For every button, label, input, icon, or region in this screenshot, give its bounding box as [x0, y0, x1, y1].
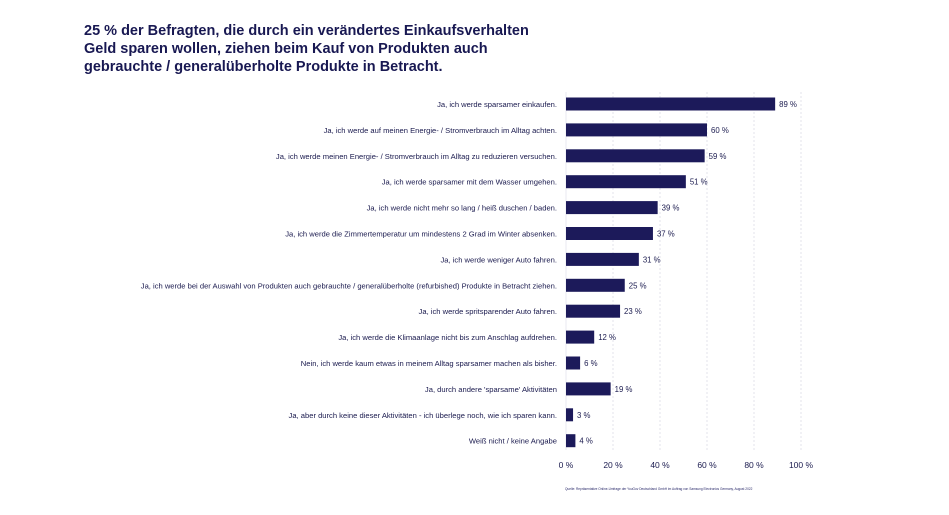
value-label: 60 %: [711, 126, 729, 135]
category-label: Ja, ich werde die Klimaanlage nicht bis …: [338, 333, 557, 342]
bar: [566, 175, 686, 189]
category-label: Ja, ich werde auf meinen Energie- / Stro…: [324, 126, 557, 135]
x-tick-label: 60 %: [697, 460, 717, 470]
value-label: 19 %: [615, 385, 633, 394]
value-label: 4 %: [579, 437, 593, 446]
category-label: Ja, ich werde spritsparender Auto fahren…: [419, 307, 557, 316]
x-tick-label: 40 %: [650, 460, 670, 470]
value-label: 89 %: [779, 100, 797, 109]
category-label: Nein, ich werde kaum etwas in meinem All…: [301, 359, 557, 368]
value-label: 59 %: [709, 152, 727, 161]
bar: [566, 201, 658, 215]
category-label: Ja, durch andere 'sparsame' Aktivitäten: [425, 385, 557, 394]
value-label: 25 %: [629, 281, 647, 290]
x-tick-label: 20 %: [603, 460, 623, 470]
value-label: 31 %: [643, 255, 661, 264]
value-label: 23 %: [624, 307, 642, 316]
value-label: 39 %: [662, 204, 680, 213]
bar: [566, 123, 707, 137]
value-label: 6 %: [584, 359, 598, 368]
category-label: Ja, ich werde nicht mehr so lang / heiß …: [367, 204, 557, 213]
x-tick-label: 100 %: [789, 460, 814, 470]
bar: [566, 227, 653, 240]
category-label: Ja, ich werde bei der Auswahl von Produk…: [141, 281, 557, 290]
x-axis-ticks: 0 % 20 % 40 % 60 % 80 % 100 %: [559, 460, 814, 470]
bar: [566, 304, 621, 318]
category-labels: Ja, ich werde sparsamer einkaufen. Ja, ic…: [141, 100, 557, 446]
chart-title: 25 % der Befragten, die durch ein veränd…: [84, 23, 529, 75]
bar: [566, 252, 639, 266]
x-tick-label: 80 %: [744, 460, 764, 470]
category-label: Ja, ich werde sparsamer einkaufen.: [437, 100, 557, 109]
category-label: Ja, ich werde meinen Energie- / Stromver…: [276, 152, 557, 161]
value-label: 12 %: [598, 333, 616, 342]
source-note: Quelle: Repräsentative Online-Umfrage de…: [565, 487, 753, 491]
bar: [566, 330, 595, 344]
bar: [566, 278, 625, 292]
bar: [566, 408, 574, 422]
bar: [566, 434, 576, 448]
value-label: 37 %: [657, 230, 675, 239]
category-label: Weiß nicht / keine Angabe: [469, 437, 557, 446]
bar: [566, 149, 705, 163]
category-label: Ja, ich werde sparsamer mit dem Wasser u…: [382, 178, 557, 187]
value-label: 3 %: [577, 411, 591, 420]
grid-lines: [565, 92, 802, 450]
bar: [566, 382, 611, 396]
bars: [566, 97, 776, 448]
category-label: Ja, ich werde die Zimmertemperatur um mi…: [285, 230, 557, 239]
value-label: 51 %: [690, 178, 708, 187]
category-label: Ja, ich werde weniger Auto fahren.: [440, 255, 557, 264]
category-label: Ja, aber durch keine dieser Aktivitäten …: [289, 411, 557, 420]
x-tick-label: 0 %: [559, 460, 574, 470]
value-labels: 89 % 60 % 59 % 51 % 39 % 37 % 31 % 25 % 23 % 12 %…: [577, 100, 797, 446]
bar: [566, 356, 581, 370]
bar: [566, 97, 776, 111]
